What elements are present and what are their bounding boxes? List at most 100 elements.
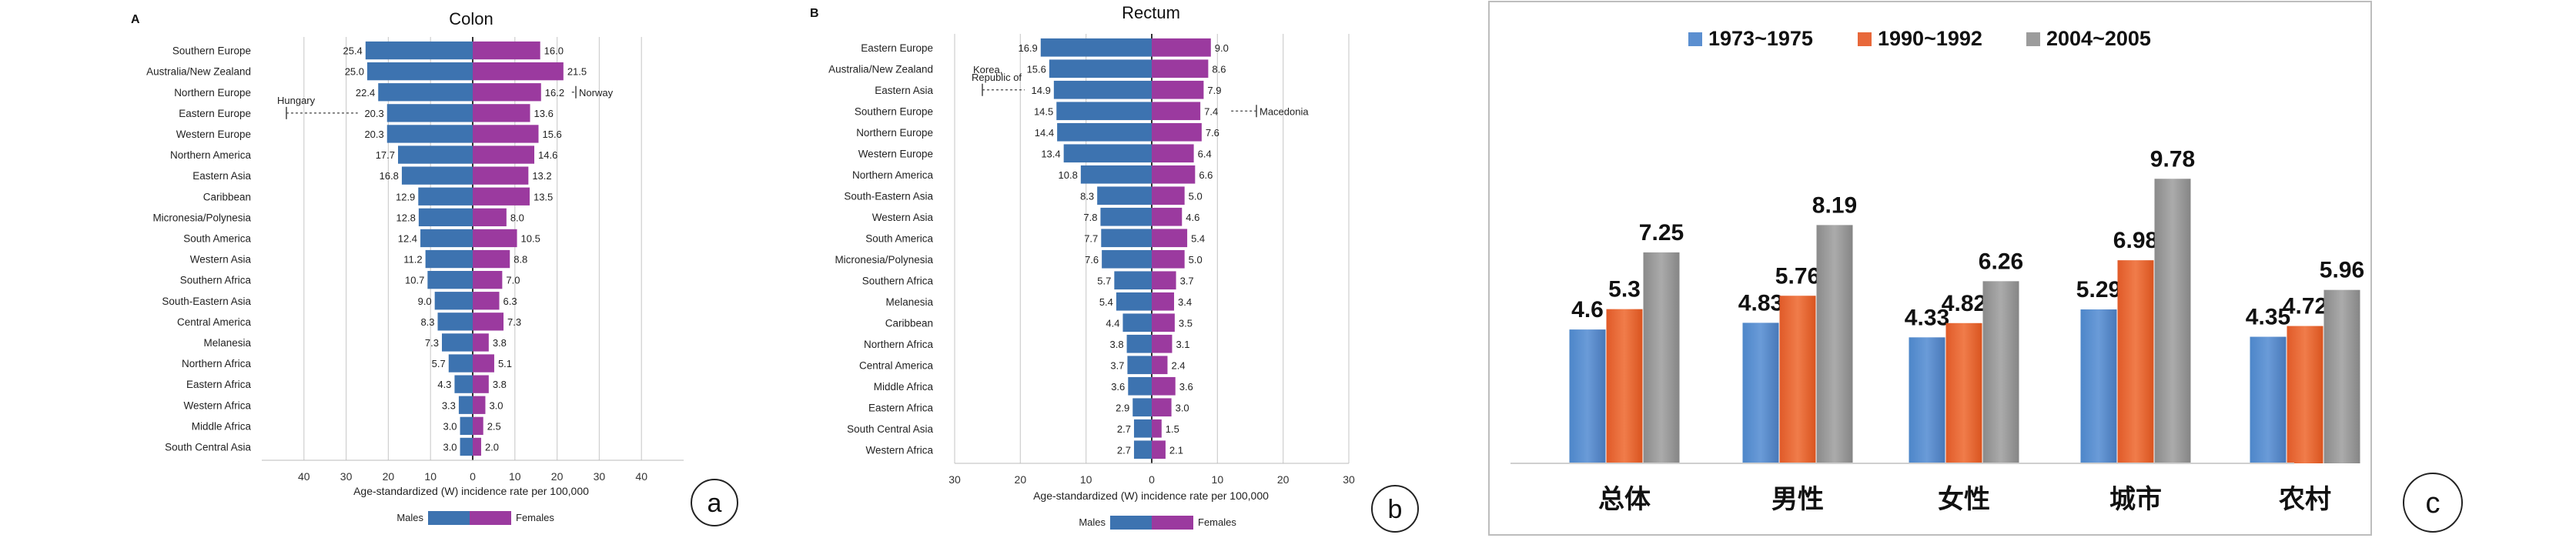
bar-females <box>1152 144 1194 163</box>
rectum-panel: B Rectum 16.9 9.0 15.6 8.6 14.9 7.9 14.5 7.4 14.… <box>810 3 1419 533</box>
bar-males <box>1132 398 1152 417</box>
value-label-females: 7.0 <box>506 275 520 286</box>
value-label-females: 3.7 <box>1180 275 1194 286</box>
category-label: Caribbean <box>885 317 933 329</box>
category-label: 男性 <box>1771 485 1824 514</box>
category-label: Western Asia <box>190 254 252 266</box>
bar-males <box>367 62 473 81</box>
value-label-males: 14.4 <box>1035 127 1054 139</box>
value-label-females: 13.6 <box>534 108 554 119</box>
category-label: Micronesia/Polynesia <box>152 212 251 223</box>
category-label: Western Asia <box>872 212 934 223</box>
category-label: Southern Europe <box>855 105 933 117</box>
annotation-label: Macedonia <box>1260 105 1309 117</box>
bar-females <box>473 416 483 436</box>
category-label: South America <box>183 232 251 244</box>
value-label-females: 6.3 <box>503 296 517 307</box>
bar-2004~2005 <box>2154 179 2191 463</box>
data-label: 7.25 <box>1639 220 1684 246</box>
bar-females <box>473 104 530 122</box>
bar-males <box>1040 38 1152 57</box>
value-label-males: 4.3 <box>437 379 451 390</box>
value-label-males: 10.8 <box>1059 169 1078 181</box>
x-tick-label: 10 <box>1080 473 1092 486</box>
bar-females <box>1152 80 1204 99</box>
category-label: 农村 <box>2279 485 2331 514</box>
annotation-label: Korea, <box>973 64 1002 75</box>
bar-females <box>1152 398 1172 417</box>
value-label-females: 3.8 <box>493 337 507 349</box>
category-label: South Central Asia <box>165 441 251 453</box>
x-tick-label: 20 <box>383 470 395 483</box>
panel-label: b <box>1388 495 1403 524</box>
x-tick-label: 10 <box>1212 473 1224 486</box>
legend-label-females: Females <box>1198 516 1236 528</box>
data-label: 4.83 <box>1738 290 1783 316</box>
legend-swatch-males <box>428 511 470 525</box>
bar-females <box>1152 376 1176 396</box>
value-label-males: 17.7 <box>376 149 395 161</box>
bar-males <box>1100 207 1152 226</box>
legend-swatch <box>2026 32 2040 46</box>
value-label-females: 7.4 <box>1204 105 1218 117</box>
category-label: 女性 <box>1938 484 1990 514</box>
bar-males <box>454 375 473 393</box>
value-label-females: 4.6 <box>1186 212 1199 223</box>
value-label-females: 3.6 <box>1179 381 1193 393</box>
category-label: Western Africa <box>865 444 933 456</box>
value-label-males: 16.9 <box>1018 42 1037 54</box>
bar-females <box>1152 186 1185 206</box>
value-label-females: 3.0 <box>489 399 503 411</box>
bar-males <box>1116 292 1152 311</box>
data-label: 4.33 <box>1905 305 1949 330</box>
bar-females <box>473 125 539 143</box>
value-label-females: 2.5 <box>487 420 501 432</box>
bar-females <box>473 354 494 373</box>
value-label-females: 7.9 <box>1207 85 1221 96</box>
value-label-males: 3.7 <box>1110 359 1124 371</box>
bar-males <box>1056 102 1152 121</box>
value-label-females: 15.6 <box>542 129 561 140</box>
bar-females <box>473 270 503 289</box>
data-label: 4.35 <box>2246 305 2290 330</box>
data-label: 9.78 <box>2150 146 2195 172</box>
bar-1990~1992 <box>1779 296 1816 463</box>
category-label: Australia/New Zealand <box>146 66 251 78</box>
data-label: 8.19 <box>1812 192 1857 218</box>
category-label: Central America <box>177 316 252 328</box>
value-label-males: 20.3 <box>364 129 383 140</box>
value-label-males: 25.4 <box>343 45 362 57</box>
panel-letter: B <box>810 7 819 20</box>
bar-males <box>418 208 473 227</box>
category-labels: Eastern Europe Australia/New Zealand Easte… <box>828 42 933 456</box>
bar-males <box>418 187 473 206</box>
legend-label-males: Males <box>1079 516 1106 528</box>
legend-swatch-males <box>1110 516 1152 530</box>
value-label-males: 15.6 <box>1027 63 1046 75</box>
category-label: South-Eastern Asia <box>162 296 251 307</box>
bar-females <box>1152 313 1175 332</box>
data-label: 5.96 <box>2320 258 2364 283</box>
bar-males <box>441 333 473 352</box>
bar-2004~2005 <box>1982 281 2019 463</box>
category-label: Northern America <box>852 169 934 181</box>
value-label-females: 7.6 <box>1206 127 1219 139</box>
bar-females <box>1152 356 1168 375</box>
value-label-males: 8.3 <box>420 316 434 328</box>
x-tick-label: 10 <box>424 470 437 483</box>
bar-males <box>386 125 473 143</box>
bar-males <box>460 416 473 436</box>
bar-males <box>386 104 473 122</box>
category-label: Middle Africa <box>874 381 934 393</box>
value-label-females: 6.6 <box>1199 169 1213 181</box>
bar-1973~1975 <box>1742 322 1779 463</box>
bar-2004~2005 <box>1643 252 1680 463</box>
panel-label-circle <box>691 479 738 526</box>
value-label-females: 3.0 <box>1176 402 1189 413</box>
category-label: Middle Africa <box>192 420 252 432</box>
x-tick-label: 20 <box>1015 473 1027 486</box>
value-label-males: 14.5 <box>1034 105 1053 117</box>
bar-males <box>1057 122 1152 142</box>
category-label: Australia/New Zealand <box>828 63 933 75</box>
bar-females <box>473 229 517 248</box>
